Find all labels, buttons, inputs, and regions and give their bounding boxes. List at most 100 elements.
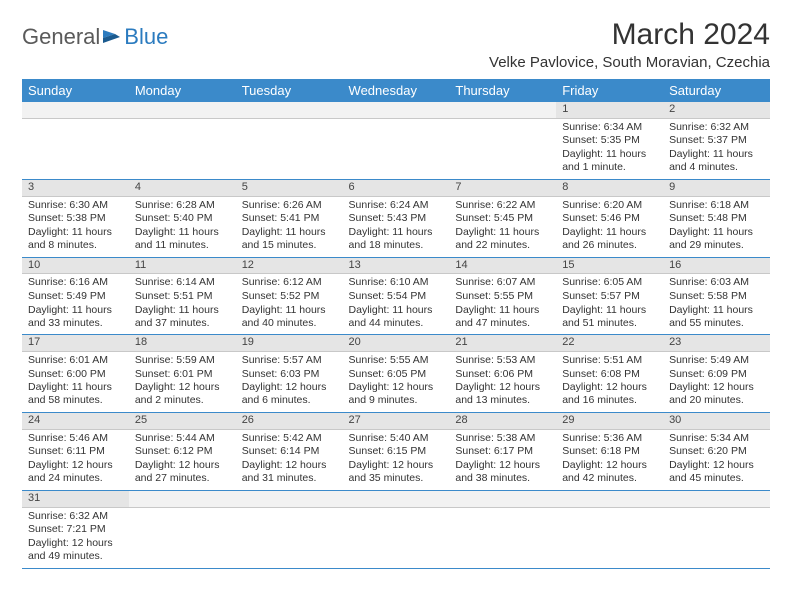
sunrise-text: Sunrise: 6:16 AM: [28, 276, 123, 289]
day-info-cell: Sunrise: 6:12 AMSunset: 5:52 PMDaylight:…: [236, 274, 343, 335]
info-row: Sunrise: 6:34 AMSunset: 5:35 PMDaylight:…: [22, 118, 770, 179]
sunrise-text: Sunrise: 6:24 AM: [349, 199, 444, 212]
daylight-text: Daylight: 11 hours and 8 minutes.: [28, 226, 123, 252]
daynum-row: 31: [22, 490, 770, 507]
sunrise-text: Sunrise: 6:34 AM: [562, 121, 657, 134]
daylight-text: Daylight: 11 hours and 55 minutes.: [669, 304, 764, 330]
day-info-cell: Sunrise: 5:42 AMSunset: 6:14 PMDaylight:…: [236, 429, 343, 490]
day-number-cell: 13: [343, 257, 450, 274]
info-row: Sunrise: 6:16 AMSunset: 5:49 PMDaylight:…: [22, 274, 770, 335]
sunrise-text: Sunrise: 5:36 AM: [562, 432, 657, 445]
day-info-cell: Sunrise: 5:57 AMSunset: 6:03 PMDaylight:…: [236, 352, 343, 413]
day-number-cell: [556, 490, 663, 507]
daynum-row: 17181920212223: [22, 335, 770, 352]
day-number-cell: 8: [556, 179, 663, 196]
day-number-cell: 16: [663, 257, 770, 274]
sunset-text: Sunset: 6:15 PM: [349, 445, 444, 458]
daylight-text: Daylight: 12 hours and 45 minutes.: [669, 459, 764, 485]
daylight-text: Daylight: 11 hours and 15 minutes.: [242, 226, 337, 252]
sunrise-text: Sunrise: 5:57 AM: [242, 354, 337, 367]
sunset-text: Sunset: 7:21 PM: [28, 523, 123, 536]
day-number-cell: 11: [129, 257, 236, 274]
day-info-cell: [22, 118, 129, 179]
daylight-text: Daylight: 11 hours and 40 minutes.: [242, 304, 337, 330]
daylight-text: Daylight: 12 hours and 16 minutes.: [562, 381, 657, 407]
sunset-text: Sunset: 6:06 PM: [455, 368, 550, 381]
day-info-cell: Sunrise: 5:40 AMSunset: 6:15 PMDaylight:…: [343, 429, 450, 490]
day-info-cell: Sunrise: 6:32 AMSunset: 5:37 PMDaylight:…: [663, 118, 770, 179]
day-info-cell: [236, 507, 343, 568]
daylight-text: Daylight: 11 hours and 26 minutes.: [562, 226, 657, 252]
day-number-cell: 9: [663, 179, 770, 196]
sunrise-text: Sunrise: 5:40 AM: [349, 432, 444, 445]
day-number-cell: 30: [663, 413, 770, 430]
day-number-cell: 7: [449, 179, 556, 196]
sunset-text: Sunset: 6:08 PM: [562, 368, 657, 381]
sunset-text: Sunset: 5:38 PM: [28, 212, 123, 225]
day-info-cell: Sunrise: 6:24 AMSunset: 5:43 PMDaylight:…: [343, 196, 450, 257]
day-info-cell: Sunrise: 5:34 AMSunset: 6:20 PMDaylight:…: [663, 429, 770, 490]
day-number-cell: [449, 490, 556, 507]
daylight-text: Daylight: 11 hours and 1 minute.: [562, 148, 657, 174]
day-info-cell: Sunrise: 6:07 AMSunset: 5:55 PMDaylight:…: [449, 274, 556, 335]
daylight-text: Daylight: 12 hours and 49 minutes.: [28, 537, 123, 563]
daynum-row: 10111213141516: [22, 257, 770, 274]
day-info-cell: [449, 507, 556, 568]
sunrise-text: Sunrise: 5:42 AM: [242, 432, 337, 445]
sunset-text: Sunset: 5:54 PM: [349, 290, 444, 303]
day-info-cell: Sunrise: 6:22 AMSunset: 5:45 PMDaylight:…: [449, 196, 556, 257]
day-info-cell: [449, 118, 556, 179]
calendar-table: SundayMondayTuesdayWednesdayThursdayFrid…: [22, 79, 770, 569]
month-title: March 2024: [489, 18, 770, 52]
info-row: Sunrise: 6:30 AMSunset: 5:38 PMDaylight:…: [22, 196, 770, 257]
daylight-text: Daylight: 12 hours and 38 minutes.: [455, 459, 550, 485]
daylight-text: Daylight: 12 hours and 20 minutes.: [669, 381, 764, 407]
day-number-cell: 20: [343, 335, 450, 352]
day-number-cell: 28: [449, 413, 556, 430]
title-block: March 2024 Velke Pavlovice, South Moravi…: [489, 18, 770, 71]
sunset-text: Sunset: 5:43 PM: [349, 212, 444, 225]
sunset-text: Sunset: 6:12 PM: [135, 445, 230, 458]
daylight-text: Daylight: 11 hours and 58 minutes.: [28, 381, 123, 407]
day-number-cell: [129, 102, 236, 118]
daynum-row: 24252627282930: [22, 413, 770, 430]
sunrise-text: Sunrise: 6:28 AM: [135, 199, 230, 212]
day-header: Thursday: [449, 79, 556, 102]
day-info-cell: Sunrise: 6:14 AMSunset: 5:51 PMDaylight:…: [129, 274, 236, 335]
daylight-text: Daylight: 11 hours and 44 minutes.: [349, 304, 444, 330]
day-number-cell: 25: [129, 413, 236, 430]
day-number-cell: 24: [22, 413, 129, 430]
sunset-text: Sunset: 6:14 PM: [242, 445, 337, 458]
logo-text-general: General: [22, 24, 100, 50]
day-info-cell: Sunrise: 5:44 AMSunset: 6:12 PMDaylight:…: [129, 429, 236, 490]
sunset-text: Sunset: 5:51 PM: [135, 290, 230, 303]
day-info-cell: Sunrise: 6:03 AMSunset: 5:58 PMDaylight:…: [663, 274, 770, 335]
sunset-text: Sunset: 5:45 PM: [455, 212, 550, 225]
location: Velke Pavlovice, South Moravian, Czechia: [489, 54, 770, 71]
day-number-cell: 12: [236, 257, 343, 274]
daylight-text: Daylight: 11 hours and 47 minutes.: [455, 304, 550, 330]
day-info-cell: Sunrise: 5:51 AMSunset: 6:08 PMDaylight:…: [556, 352, 663, 413]
sunset-text: Sunset: 5:37 PM: [669, 134, 764, 147]
sunrise-text: Sunrise: 6:26 AM: [242, 199, 337, 212]
sunrise-text: Sunrise: 6:07 AM: [455, 276, 550, 289]
day-number-cell: 6: [343, 179, 450, 196]
daylight-text: Daylight: 12 hours and 31 minutes.: [242, 459, 337, 485]
day-info-cell: [236, 118, 343, 179]
daylight-text: Daylight: 11 hours and 51 minutes.: [562, 304, 657, 330]
day-info-cell: Sunrise: 6:01 AMSunset: 6:00 PMDaylight:…: [22, 352, 129, 413]
logo-text-blue: Blue: [124, 24, 168, 50]
sunrise-text: Sunrise: 6:22 AM: [455, 199, 550, 212]
day-info-cell: [129, 118, 236, 179]
sunrise-text: Sunrise: 5:55 AM: [349, 354, 444, 367]
sunrise-text: Sunrise: 6:20 AM: [562, 199, 657, 212]
daylight-text: Daylight: 12 hours and 35 minutes.: [349, 459, 444, 485]
sunrise-text: Sunrise: 5:38 AM: [455, 432, 550, 445]
header: General Blue March 2024 Velke Pavlovice,…: [22, 18, 770, 71]
day-number-cell: 2: [663, 102, 770, 118]
sunrise-text: Sunrise: 6:30 AM: [28, 199, 123, 212]
day-number-cell: [449, 102, 556, 118]
sunset-text: Sunset: 6:18 PM: [562, 445, 657, 458]
daylight-text: Daylight: 11 hours and 4 minutes.: [669, 148, 764, 174]
sunrise-text: Sunrise: 5:49 AM: [669, 354, 764, 367]
